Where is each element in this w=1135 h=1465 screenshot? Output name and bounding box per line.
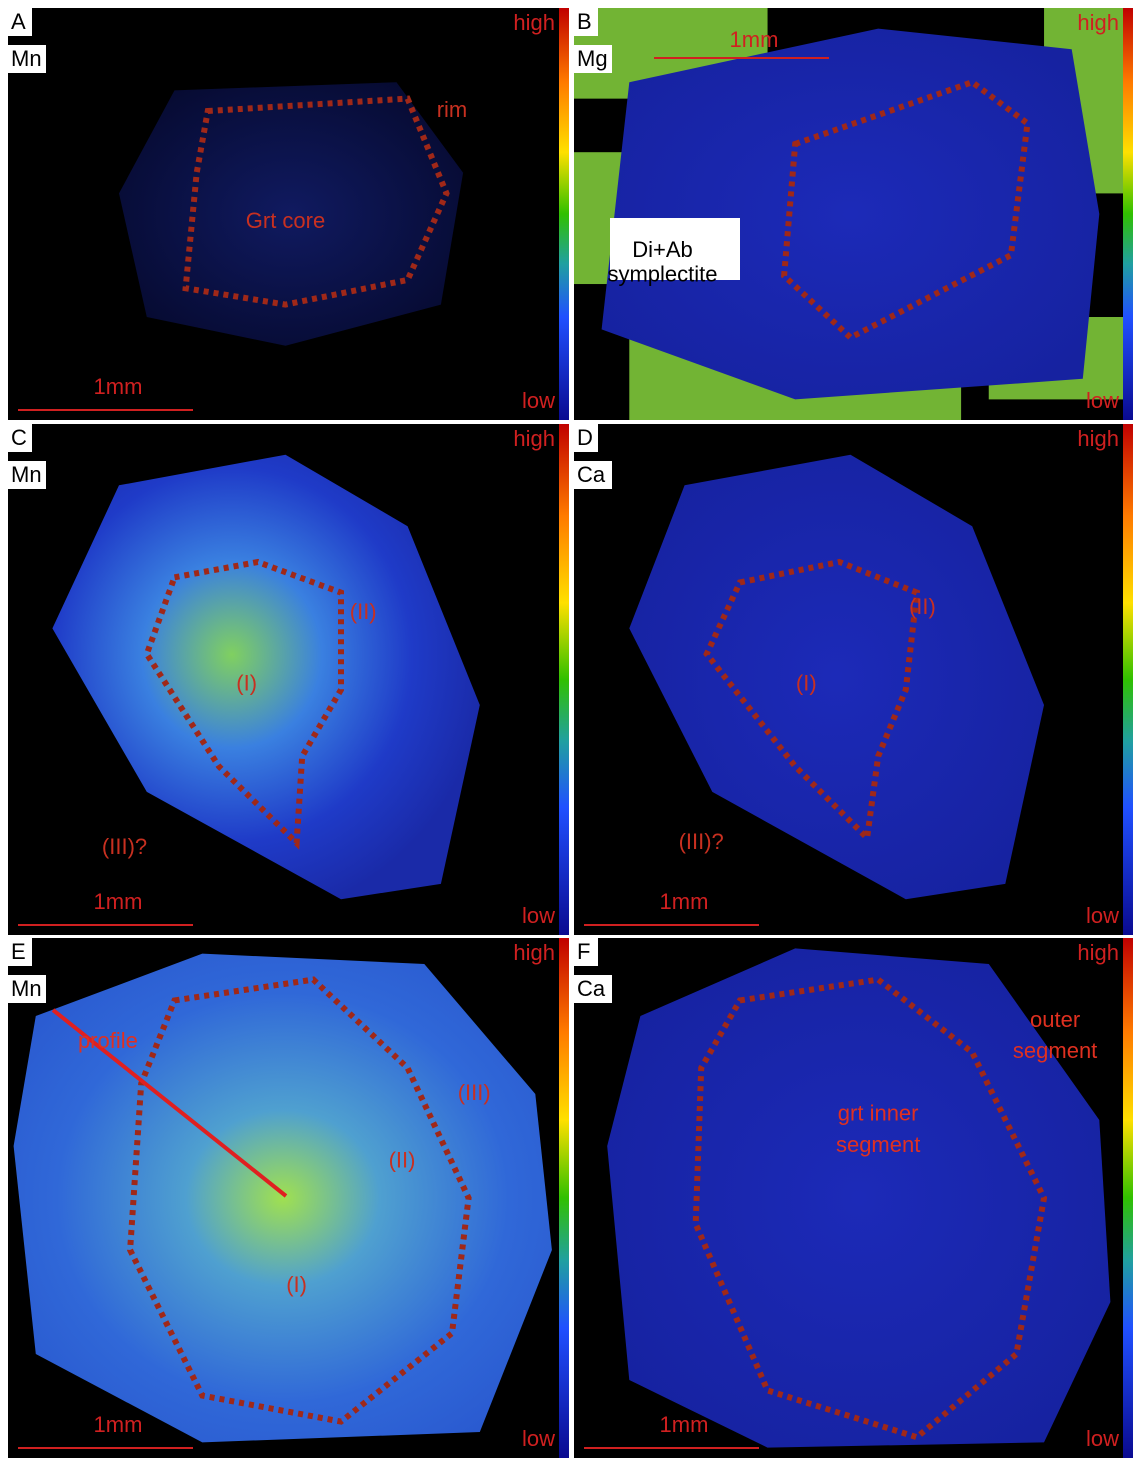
low-label: low [1086,1426,1119,1451]
color-bar [1123,8,1133,420]
scale-label: 1mm [94,1412,143,1437]
panel-letter: B [577,9,592,34]
scale-label: 1mm [660,1412,709,1437]
annotation: outer [1030,1007,1080,1032]
figure: AMnhighlow1mmrimGrt coreBMghighlow1mmDi+… [0,0,1135,1465]
panel-letter: A [11,9,26,34]
high-label: high [513,10,555,35]
annotation: (III) [458,1080,491,1105]
annotation: segment [1013,1038,1097,1063]
high-label: high [1077,426,1119,451]
scale-label: 1mm [660,889,709,914]
element-label: Mg [577,46,608,71]
low-label: low [522,388,555,413]
panel-letter: C [11,425,27,450]
color-bar [559,938,569,1458]
map-panel: F Ca high low 1mm outer segment grt inner segmen… [574,938,1133,1458]
color-bar [559,424,569,935]
annotation: rim [437,97,468,122]
annotation: (III)? [102,834,147,859]
element-label: Mn [11,46,42,71]
color-bar [1123,938,1133,1458]
scale-label: 1mm [730,27,779,52]
scale-label: 1mm [94,374,143,399]
element-label: Ca [577,976,606,1001]
high-label: high [513,940,555,965]
map-panel: A Mn high low 1mm rim Grt core [8,8,569,420]
low-label: low [522,1426,555,1451]
low-label: low [522,903,555,928]
map-panel: E Mn high low 1mm profile (III) (II) (I) [8,938,569,1458]
annotation: (II) [909,594,936,619]
panel-letter: D [577,425,593,450]
annotation: symplectite [607,262,717,287]
annotation: Di+Ab [632,237,693,262]
annotation: (I) [236,670,257,695]
annotation: (II) [389,1147,416,1172]
annotation: profile [78,1028,138,1053]
high-label: high [1077,10,1119,35]
annotation: (I) [286,1272,307,1297]
annotation: (III)? [679,829,724,854]
color-bar [1123,424,1133,935]
annotation: grt inner [838,1101,919,1126]
high-label: high [513,426,555,451]
crystal [602,29,1100,400]
annotation: Grt core [246,208,325,233]
low-label: low [1086,903,1119,928]
map-panel: D Ca high low 1mm (II) (I) (III)? [574,424,1133,935]
color-bar [559,8,569,420]
annotation: (I) [796,670,817,695]
low-label: low [1086,388,1119,413]
panel-letter: F [577,939,590,964]
annotation: (II) [350,599,377,624]
panel-letter: E [11,939,26,964]
map-panel: C Mn high low 1mm (II) (I) (III)? [8,424,569,935]
scale-label: 1mm [94,889,143,914]
element-label: Mn [11,462,42,487]
annotation: segment [836,1132,920,1157]
element-label: Mn [11,976,42,1001]
element-label: Ca [577,462,606,487]
high-label: high [1077,940,1119,965]
